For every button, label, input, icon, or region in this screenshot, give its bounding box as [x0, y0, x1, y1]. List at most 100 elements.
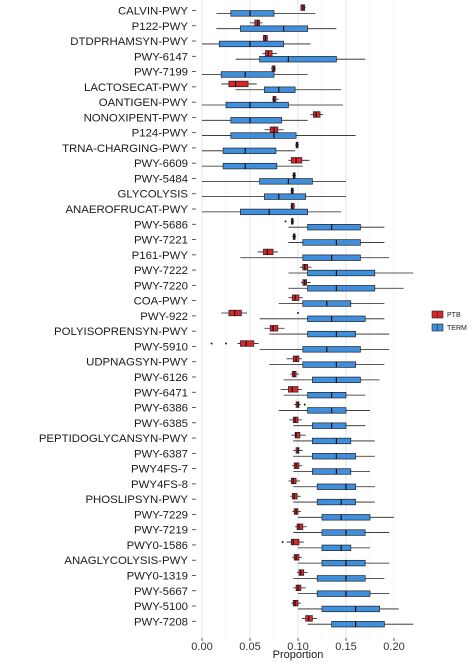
y-axis-label: PWY-6126	[134, 372, 188, 384]
ptb-box	[228, 80, 249, 88]
x-tick-label: 0.15	[335, 641, 356, 653]
term-box	[307, 269, 376, 277]
term-box	[321, 514, 371, 521]
y-axis-label: PWY4FS-7	[131, 464, 188, 476]
term-box	[307, 224, 361, 231]
x-axis-ticks: 0.00 0.05 0.10 0.15 0.20	[191, 638, 405, 653]
y-axis-label: PWY-5100	[134, 601, 188, 613]
ptb-outlier-point	[281, 541, 284, 544]
term-box	[316, 590, 371, 597]
term-box	[307, 392, 347, 399]
y-axis-label: PWY0-1586	[127, 540, 188, 552]
y-axis-label: PWY-5484	[134, 173, 188, 185]
y-axis-label: PWY-5667	[134, 586, 188, 598]
term-box	[259, 178, 313, 185]
term-box	[312, 422, 347, 429]
y-axis-label: P124-PWY	[132, 128, 189, 140]
y-axis-label: UDPNAGSYN-PWY	[86, 357, 188, 369]
term-box	[259, 56, 337, 63]
term-box	[321, 544, 352, 551]
y-axis-label: GLYCOLYSIS	[118, 189, 189, 201]
term-box	[222, 147, 277, 154]
term-box	[316, 575, 366, 582]
box-layer	[210, 4, 385, 628]
legend-label-term: TERM	[447, 325, 467, 332]
y-axis-label: ANAEROFRUCAT-PWY	[65, 204, 188, 216]
x-axis-title: Proportion	[273, 649, 324, 661]
ptb-box	[263, 248, 274, 256]
ptb-box	[240, 340, 255, 347]
y-axis-label: COA-PWY	[134, 296, 189, 308]
y-axis-label: PWY-6609	[134, 158, 188, 170]
term-box	[302, 361, 356, 368]
term-box	[321, 529, 366, 536]
term-box	[321, 605, 380, 613]
y-axis-label: LACTOSECAT-PWY	[84, 82, 188, 94]
ptb-box	[288, 386, 299, 393]
y-axis-label: PWY0-1319	[127, 570, 188, 582]
y-axis-label: PHOSLIPSYN-PWY	[85, 494, 188, 506]
legend: PTB TERM	[431, 310, 467, 332]
ptb-box	[290, 538, 300, 546]
y-axis-label: PWY-6386	[134, 403, 188, 415]
term-box	[307, 285, 376, 292]
term-box	[230, 10, 275, 17]
y-axis-label: PWY-5910	[134, 341, 188, 353]
y-axis-label: PWY-6387	[134, 448, 188, 460]
term-box	[316, 483, 356, 490]
term-box	[230, 132, 297, 139]
legend-label-ptb: PTB	[447, 312, 461, 319]
term-box	[312, 453, 356, 460]
y-axis-label: PEPTIDOGLYCANSYN-PWY	[39, 433, 189, 445]
term-box	[225, 101, 289, 109]
y-axis-label: PWY-7220	[134, 280, 188, 292]
term-box	[240, 25, 308, 32]
y-axis-label: PWY-7221	[134, 235, 188, 247]
y-axis-label: PWY-922	[140, 311, 188, 323]
term-box	[220, 71, 275, 78]
y-axis-label: CALVIN-PWY	[118, 6, 188, 18]
ptb-box	[294, 432, 301, 439]
ptb-box	[296, 523, 304, 530]
term-box	[240, 208, 308, 216]
y-axis-label: POLYISOPRENSYN-PWY	[54, 326, 188, 338]
term-box	[307, 315, 366, 322]
y-axis-label: PWY-7219	[134, 525, 188, 537]
ptb-outlier-point	[210, 342, 213, 345]
y-axis-label: PWY-6147	[134, 51, 188, 63]
term-box	[302, 239, 361, 246]
term-box	[312, 468, 352, 475]
term-box	[222, 162, 278, 170]
term-box	[264, 86, 296, 93]
y-axis-label: PWY-7229	[134, 509, 188, 521]
ptb-outlier-point	[225, 342, 227, 345]
term-box	[312, 437, 352, 445]
term-box	[321, 559, 366, 567]
y-axis-label: NONOXIPENT-PWY	[84, 112, 189, 124]
ptb-outlier-point	[284, 220, 287, 223]
y-axis-label: PWY-6471	[134, 387, 188, 399]
y-axis-label: PWY-6385	[134, 418, 188, 430]
y-axis-label: PWY-7222	[134, 265, 188, 277]
y-axis-label: DTDPRHAMSYN-PWY	[70, 36, 188, 48]
term-box	[307, 407, 347, 414]
y-axis-label: ANAGLYCOLYSIS-PWY	[64, 555, 188, 567]
x-tick-label: 0.05	[239, 641, 260, 653]
x-tick-label: 0.10	[287, 641, 308, 653]
term-box	[218, 40, 284, 48]
y-axis-label: P161-PWY	[132, 250, 189, 262]
x-tick-label: 0.20	[383, 641, 404, 653]
term-box	[264, 193, 307, 200]
y-axis-label: PWY-5686	[134, 219, 188, 231]
y-axis-label: PWY-7208	[134, 616, 188, 628]
ptb-box	[269, 325, 279, 332]
term-box	[316, 498, 356, 506]
term-box	[307, 330, 356, 338]
term-box	[230, 117, 283, 124]
y-axis-label: OANTIGEN-PWY	[99, 97, 189, 109]
ptb-outlier-point	[297, 312, 299, 314]
y-axis-label: P122-PWY	[132, 21, 189, 33]
term-box	[302, 346, 361, 353]
y-axis-labels: CALVIN-PWY P122-PWY DTDPRHAMSYN-PWY PWY-614…	[39, 6, 196, 628]
